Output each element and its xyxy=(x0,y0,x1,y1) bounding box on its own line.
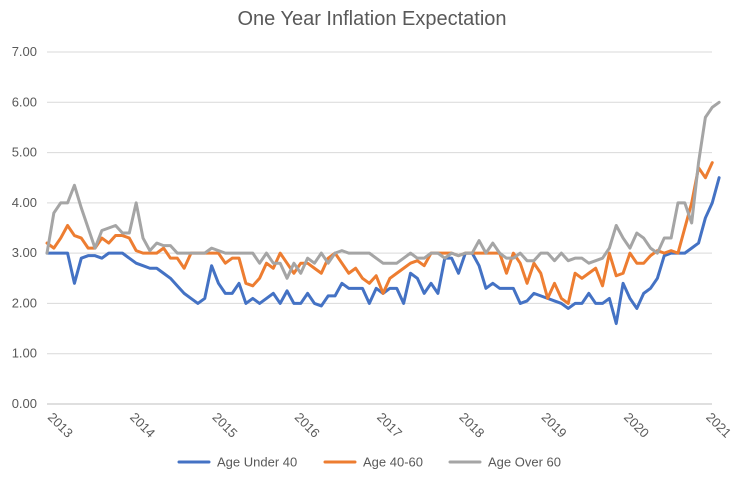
series-line-age-under-40 xyxy=(45,176,721,326)
legend-item-age-under-40: Age Under 40 xyxy=(177,455,297,470)
y-tick-label: 3.00 xyxy=(12,245,37,260)
legend: Age Under 40 Age 40-60 Age Over 60 xyxy=(177,455,561,470)
x-tick-label: 2017 xyxy=(374,410,405,441)
x-tick-label: 2016 xyxy=(292,410,323,441)
x-tick-label: 2018 xyxy=(456,410,487,441)
legend-label: Age Under 40 xyxy=(217,455,297,470)
x-tick-label: 2014 xyxy=(127,410,158,441)
y-tick-label: 1.00 xyxy=(12,346,37,361)
grid-layer xyxy=(47,51,712,405)
x-tick-label: 2015 xyxy=(209,410,240,441)
x-tick-label: 2020 xyxy=(621,410,652,441)
y-tick-label: 5.00 xyxy=(12,145,37,160)
y-tick-label: 6.00 xyxy=(12,94,37,109)
series-line-age-40-60 xyxy=(45,161,714,305)
y-tick-label: 2.00 xyxy=(12,295,37,310)
legend-item-age-over-60: Age Over 60 xyxy=(448,455,561,470)
series-layer xyxy=(45,100,721,326)
chart-title: One Year Inflation Expectation xyxy=(237,8,507,30)
series-line-age-over-60 xyxy=(45,100,721,280)
y-tick-label: 0.00 xyxy=(12,396,37,411)
legend-label: Age 40-60 xyxy=(363,455,423,470)
x-tick-label: 2019 xyxy=(539,410,570,441)
x-tick-label: 2021 xyxy=(703,410,734,441)
y-tick-label: 4.00 xyxy=(12,195,37,210)
legend-item-age-40-60: Age 40-60 xyxy=(323,455,423,470)
x-tick-label: 2013 xyxy=(45,410,76,441)
y-tick-label: 7.00 xyxy=(12,44,37,59)
legend-label: Age Over 60 xyxy=(488,455,561,470)
